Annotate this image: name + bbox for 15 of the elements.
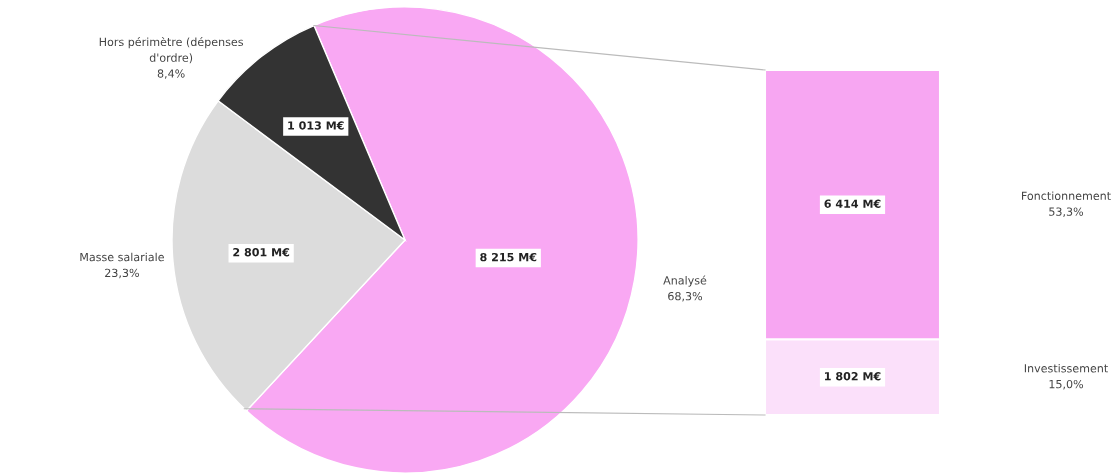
text: Investissement	[1024, 363, 1108, 373]
data-label: 1 013 M€	[288, 121, 344, 130]
data-label: 1 802 M€	[825, 371, 881, 381]
text: 53,3%	[1049, 207, 1084, 217]
text: 15,0%	[1049, 379, 1084, 390]
text: 23,3%	[105, 268, 139, 279]
text: Fonctionnement	[1022, 191, 1111, 200]
data-label: 8 215 M€	[480, 252, 537, 262]
text: 68,3%	[668, 291, 703, 302]
data-label: 6 414 M€	[824, 199, 881, 208]
text: 8,4%	[157, 69, 185, 79]
data-label: 2 801 M€	[233, 247, 290, 257]
slice-label: Analysé	[663, 275, 707, 287]
slice-label: Hors périmètre (dépenses d'ordre)	[99, 37, 244, 64]
slice-label: Masse salariale	[80, 252, 164, 262]
